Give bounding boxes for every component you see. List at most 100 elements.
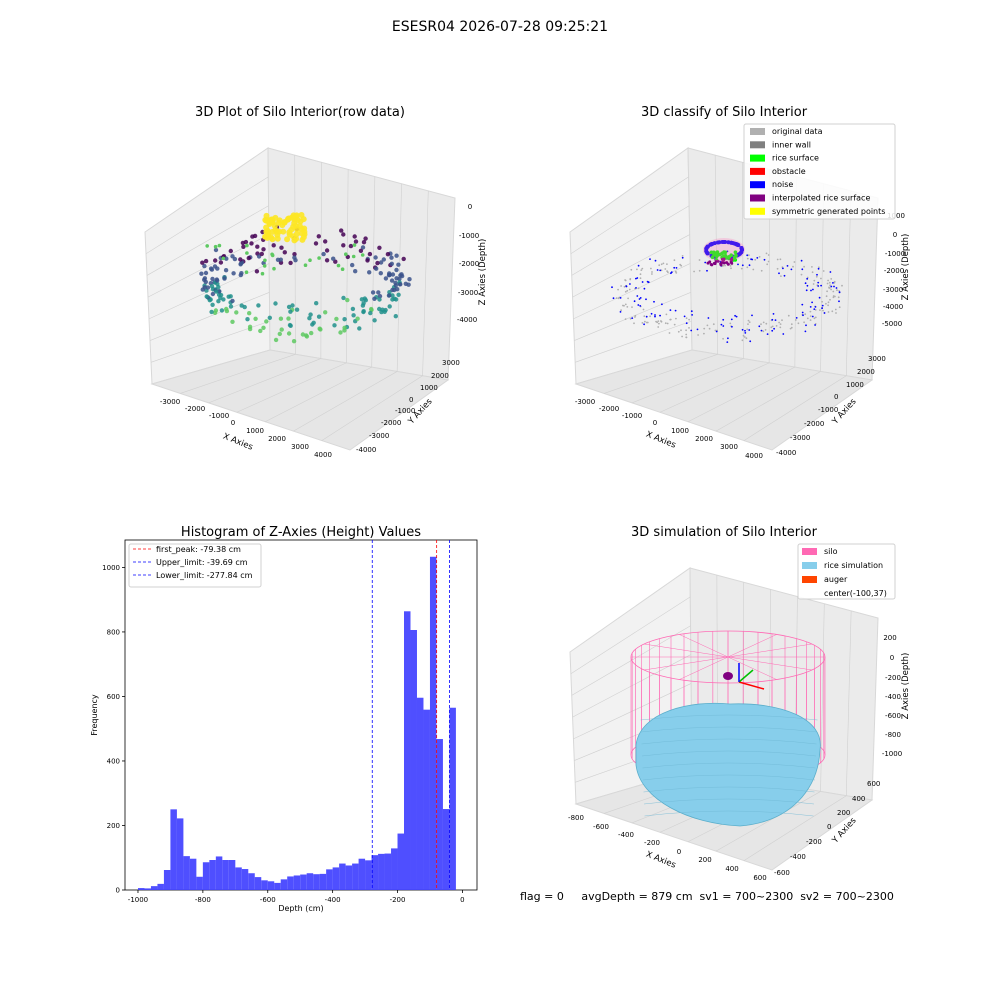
raw-point — [213, 247, 219, 253]
classify-point — [762, 321, 765, 324]
classify-point — [829, 284, 831, 287]
classify-z-label: Z Axies (Depth) — [901, 234, 911, 301]
raw-z-ticks: 0 -1000 -2000 -3000 -4000 — [457, 203, 479, 324]
classify-point — [806, 284, 809, 287]
raw-point — [210, 276, 215, 282]
classify-point — [708, 327, 711, 330]
raw-point — [350, 262, 355, 268]
classify-point — [821, 307, 823, 310]
classify-point — [781, 319, 783, 322]
raw-point — [281, 219, 288, 226]
classify-point — [841, 284, 843, 287]
classify-point — [696, 328, 699, 331]
classify-point — [635, 277, 637, 280]
simulation-legend-label: auger — [824, 575, 848, 584]
raw-point — [353, 269, 358, 274]
simulation-z-tick: -400 — [885, 693, 901, 701]
classify-point — [656, 321, 659, 324]
classify-point — [744, 329, 746, 332]
classify-point — [611, 286, 613, 289]
classify-point — [832, 282, 834, 284]
classify-point — [783, 274, 786, 277]
classify-point — [752, 268, 755, 271]
classify-point — [830, 288, 832, 291]
classify-point — [654, 314, 656, 316]
classify-point — [729, 253, 733, 257]
raw-point — [314, 301, 319, 306]
histogram-x-tick-label: -200 — [390, 896, 406, 904]
classify-point — [624, 290, 627, 293]
simulation-x-tick: -200 — [644, 839, 660, 847]
raw-point — [199, 271, 204, 276]
classify-x-tick: 1000 — [671, 427, 689, 435]
histogram-bar — [144, 888, 151, 890]
raw-point — [250, 234, 255, 239]
raw-point — [336, 263, 341, 268]
rice-surface-mesh — [641, 738, 817, 745]
raw-y-tick: 1000 — [420, 384, 438, 392]
classify-point — [715, 330, 718, 333]
classify-point — [675, 317, 677, 320]
raw-point — [231, 271, 236, 276]
histogram-bar — [404, 611, 411, 890]
classify-point — [673, 266, 676, 269]
raw-point — [393, 314, 398, 319]
classify-point — [746, 257, 749, 260]
raw-point — [247, 311, 252, 316]
simulation-x-tick: -400 — [618, 831, 634, 839]
simulation-z-tick: -1000 — [882, 750, 902, 758]
raw-point — [352, 243, 357, 247]
histogram-bar — [416, 697, 424, 890]
raw-point — [375, 260, 380, 266]
raw-x-tick: -1000 — [209, 412, 229, 420]
raw-point — [234, 310, 239, 315]
classify-point — [713, 262, 717, 266]
raw-z-tick: -1000 — [459, 232, 479, 240]
raw-point — [202, 276, 208, 281]
classify-point — [764, 329, 767, 331]
classify-y-tick: 0 — [834, 393, 838, 401]
classify-point — [633, 322, 635, 325]
histogram-y-tick-label: 0 — [116, 887, 120, 895]
raw-point — [230, 298, 235, 304]
classify-point — [705, 244, 710, 249]
raw-point — [345, 254, 350, 260]
raw-point — [261, 325, 266, 330]
raw-point — [291, 339, 297, 344]
classify-point — [633, 300, 636, 303]
histogram-bar — [365, 860, 372, 890]
raw-y-tick: -1000 — [395, 407, 415, 415]
classify-point — [640, 269, 643, 271]
classify-point — [669, 309, 672, 311]
raw-point — [303, 263, 308, 268]
classify-point — [758, 325, 761, 328]
classify-point — [812, 283, 815, 285]
classify-point — [826, 282, 829, 285]
classify-point — [675, 267, 678, 269]
rice-surface-mesh — [642, 774, 816, 781]
classify-point — [814, 324, 816, 326]
classify-point — [722, 318, 725, 321]
classify-point — [660, 320, 663, 323]
classify-point — [637, 287, 640, 290]
raw-point — [279, 245, 284, 250]
raw-point — [213, 244, 218, 249]
rice-surface-mesh — [641, 750, 817, 757]
raw-point — [365, 258, 370, 263]
classify-point — [817, 267, 820, 270]
simulation-z-tick: -200 — [885, 674, 901, 682]
raw-axes-panes — [144, 147, 456, 451]
classify-point — [803, 265, 805, 268]
classify-point — [703, 332, 705, 335]
histogram-bar — [371, 855, 379, 890]
classify-point — [646, 321, 649, 324]
simulation-z-tick: -800 — [885, 731, 901, 739]
classify-point — [706, 324, 709, 327]
classify-point — [813, 279, 816, 282]
raw-point — [361, 309, 366, 315]
raw-point — [263, 217, 270, 224]
raw-point — [353, 239, 359, 244]
classify-point — [835, 287, 838, 289]
classify-point — [748, 254, 750, 256]
classify-point — [683, 315, 686, 318]
